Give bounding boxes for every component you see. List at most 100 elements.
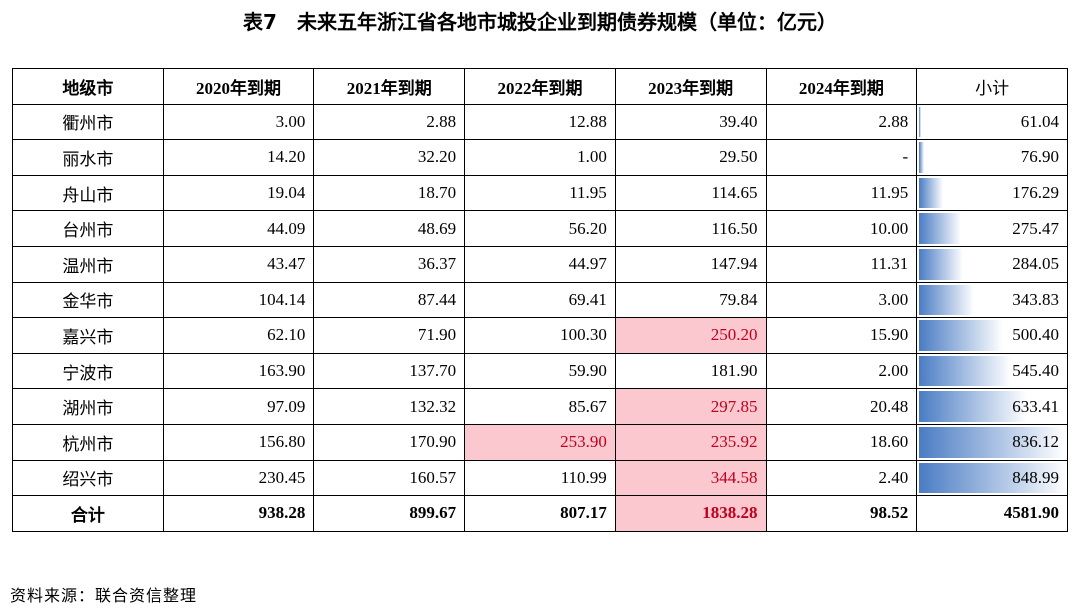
cell-text: 1.00 [577, 147, 607, 167]
cell-text: 275.47 [1012, 218, 1059, 238]
data-bar [919, 426, 1065, 458]
cell: 29.50 [614, 139, 767, 176]
cell: 19.04 [162, 174, 315, 212]
cell-text: 633.41 [1012, 396, 1059, 416]
cell-text: 32.20 [417, 147, 457, 167]
cell-text: 104.14 [258, 289, 306, 309]
cell: 11.31 [765, 245, 918, 283]
row-label: 合计 [12, 495, 164, 532]
cell-text: 156.80 [258, 432, 306, 452]
cell: 284.05 [916, 245, 1068, 283]
cell-text: 59.90 [568, 361, 607, 381]
data-bar [919, 284, 974, 316]
cell: 2023年到期 [614, 68, 767, 105]
cell: 132.32 [313, 388, 466, 425]
cell-text: 11.31 [870, 254, 909, 274]
cell: 44.97 [464, 245, 616, 283]
cell: 848.99 [916, 459, 1068, 497]
cell-text: 29.50 [719, 147, 758, 167]
cell-text: 97.09 [267, 396, 306, 416]
cell-text: 848.99 [1012, 467, 1059, 487]
data-bar [919, 142, 925, 173]
cell-text: 11.95 [870, 183, 909, 203]
cell-text: 545.40 [1012, 361, 1059, 381]
cell: 2.88 [765, 103, 918, 141]
cell: 137.70 [313, 352, 466, 390]
table-row: 金华市 104.14 87.44 69.41 79.84 3.00 343.83 [12, 281, 1068, 319]
table-row: 衢州市 3.00 2.88 12.88 39.40 2.88 61.04 [12, 103, 1068, 141]
row-label: 舟山市 [12, 174, 164, 212]
cell: 79.84 [614, 281, 767, 319]
cell-text: 176.29 [1012, 183, 1059, 203]
cell-text: 衢州市 [62, 114, 114, 134]
cell-text: 台州市 [62, 221, 114, 241]
table-row: 杭州市 156.80 170.90 253.90 235.92 18.60 836.12 [12, 423, 1068, 461]
cell: 3.00 [765, 281, 918, 319]
row-label: 金华市 [12, 281, 164, 319]
cell-text: 2.40 [878, 467, 909, 487]
cell-text: 12.88 [568, 111, 607, 131]
row-label: 衢州市 [12, 103, 164, 141]
row-label: 绍兴市 [12, 459, 164, 497]
cell-text: 79.84 [719, 289, 758, 309]
cell: 160.57 [313, 459, 466, 497]
cell: 76.90 [916, 139, 1068, 176]
cell-text: 4581.90 [1003, 503, 1059, 523]
cell: 545.40 [916, 352, 1068, 390]
cell-text: - [902, 147, 909, 167]
data-bar [919, 106, 922, 138]
row-label: 地级市 [12, 68, 164, 105]
cell: 98.52 [765, 495, 918, 532]
cell: 110.99 [464, 459, 616, 497]
cell-text: 87.44 [417, 289, 457, 309]
cell-text: 43.47 [267, 254, 306, 274]
cell-text: 181.90 [710, 361, 758, 381]
cell-text: 2021年到期 [346, 78, 432, 98]
cell-text: 160.57 [409, 467, 457, 487]
cell: 20.48 [765, 388, 918, 425]
cell: 18.60 [765, 423, 918, 461]
cell: 87.44 [313, 281, 466, 319]
cell-text: 85.67 [568, 396, 607, 416]
cell-text: 2.88 [426, 111, 457, 131]
table-row: 温州市 43.47 36.37 44.97 147.94 11.31 284.05 [12, 245, 1068, 283]
table-title: 表7 未来五年浙江省各地市城投企业到期债券规模（单位：亿元） [243, 10, 837, 34]
cell: 11.95 [765, 174, 918, 212]
table-row: 宁波市 163.90 137.70 59.90 181.90 2.00 545.40 [12, 352, 1068, 390]
cell: 59.90 [464, 352, 616, 390]
cell: 14.20 [162, 139, 315, 176]
cell: 36.37 [313, 245, 466, 283]
cell: 253.90 [464, 423, 616, 461]
cell-text: 2022年到期 [497, 78, 583, 98]
cell-text: 62.10 [267, 325, 306, 345]
cell-text: 3.00 [275, 111, 306, 131]
cell: 3.00 [162, 103, 315, 141]
cell: 62.10 [162, 317, 315, 354]
cell-text: 金华市 [62, 292, 114, 312]
cell: 2.88 [313, 103, 466, 141]
cell: - [765, 139, 918, 176]
cell: 250.20 [614, 317, 767, 354]
cell-text: 69.41 [568, 289, 607, 309]
cell-text: 合计 [70, 505, 105, 525]
cell-text: 10.00 [869, 218, 909, 238]
cell: 275.47 [916, 210, 1068, 247]
cell-text: 114.65 [711, 183, 758, 203]
cell: 4581.90 [916, 495, 1068, 532]
cell: 18.70 [313, 174, 466, 212]
cell-text: 500.40 [1012, 325, 1059, 345]
cell: 32.20 [313, 139, 466, 176]
cell: 2024年到期 [765, 68, 918, 105]
cell-text: 132.32 [409, 396, 457, 416]
cell-text: 116.50 [711, 218, 758, 238]
cell-text: 3.00 [878, 289, 909, 309]
cell-text: 温州市 [62, 256, 114, 276]
row-label: 台州市 [12, 210, 164, 247]
cell: 170.90 [313, 423, 466, 461]
cell: 163.90 [162, 352, 315, 390]
row-label: 湖州市 [12, 388, 164, 425]
cell-text: 15.90 [869, 325, 909, 345]
cell-text: 71.90 [417, 325, 457, 345]
cell: 116.50 [614, 210, 767, 247]
